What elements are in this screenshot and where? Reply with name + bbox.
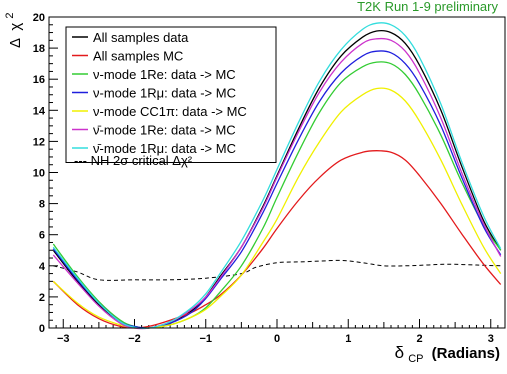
legend-entry-label: All samples MC — [93, 49, 183, 64]
legend: All samples data All samples MC ν-mode 1Re… — [65, 26, 277, 163]
legend-entry-label: All samples data — [93, 30, 189, 45]
reference-label: --- NH 2σ critical Δχ² — [74, 153, 193, 168]
y-axis-label-sup: 2 — [4, 12, 16, 18]
y-tick-label: 8 — [39, 199, 45, 211]
x-tick-label: 2 — [416, 333, 422, 345]
series-line — [52, 50, 502, 329]
x-tick-label: 3 — [488, 333, 494, 345]
y-axis-label-chi: χ — [7, 23, 24, 31]
plot-frame — [48, 16, 506, 329]
x-axis-label-units: (Radians) — [432, 345, 500, 362]
preliminary-label: T2K Run 1-9 preliminary — [357, 0, 498, 14]
y-tick-label: 2 — [39, 292, 45, 304]
y-tick-label: 6 — [39, 230, 45, 242]
legend-entry-label: ν-mode 1Rμ: data -> MC — [93, 86, 236, 101]
x-axis-label-sub: CP — [408, 353, 423, 365]
reference-dashed-line — [53, 259, 501, 281]
x-tick-label: 0 — [274, 333, 280, 345]
y-axis-label-delta: Δ — [7, 38, 24, 48]
y-tick-label: 0 — [39, 323, 45, 335]
legend-entry-label: ν̄-mode 1Re: data -> MC — [93, 123, 236, 138]
x-tick-label: −2 — [128, 333, 141, 345]
legend-box — [65, 26, 277, 163]
x-axis-label: δ CP (Radians) — [395, 343, 500, 366]
legend-entry-label: ν-mode 1Re: data -> MC — [93, 67, 236, 82]
y-axis-label: Δ χ 2 — [4, 12, 24, 48]
legend-entry-label: ν-mode CC1π: data -> MC — [93, 104, 247, 119]
legend-entry-label: ν̄-mode 1Rμ: data -> MC — [93, 141, 236, 156]
y-tick-label: 12 — [33, 136, 45, 148]
y-tick-label: 18 — [33, 43, 45, 55]
x-tick-label: −1 — [199, 333, 212, 345]
y-tick-label: 10 — [33, 168, 45, 180]
series-line — [52, 22, 502, 330]
y-tick-label: 14 — [33, 105, 46, 117]
y-tick-label: 4 — [39, 261, 46, 273]
y-tick-label: 20 — [33, 12, 45, 24]
x-tick-label: 1 — [345, 333, 351, 345]
y-tick-label: 16 — [33, 74, 45, 86]
x-tick-label: −3 — [57, 333, 70, 345]
x-axis-label-main: δ — [395, 343, 404, 362]
